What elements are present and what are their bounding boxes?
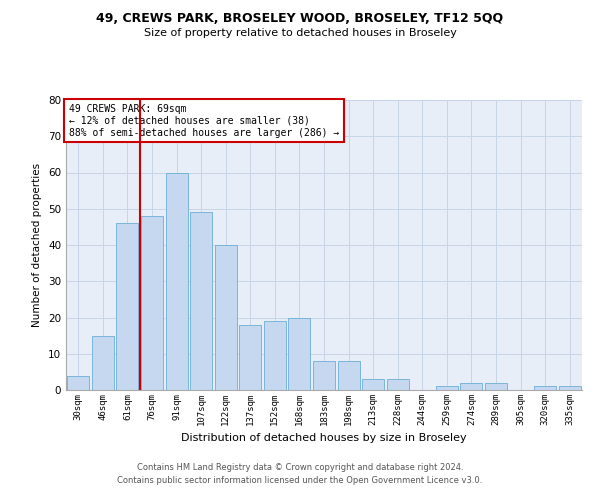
Bar xyxy=(166,172,188,390)
Bar xyxy=(67,376,89,390)
Bar xyxy=(215,245,237,390)
Bar xyxy=(485,383,507,390)
Bar xyxy=(436,386,458,390)
Text: 49 CREWS PARK: 69sqm
← 12% of detached houses are smaller (38)
88% of semi-detac: 49 CREWS PARK: 69sqm ← 12% of detached h… xyxy=(68,104,339,138)
Text: Size of property relative to detached houses in Broseley: Size of property relative to detached ho… xyxy=(143,28,457,38)
Bar xyxy=(264,321,286,390)
Bar xyxy=(116,223,139,390)
Bar xyxy=(559,386,581,390)
Bar xyxy=(141,216,163,390)
Text: 49, CREWS PARK, BROSELEY WOOD, BROSELEY, TF12 5QQ: 49, CREWS PARK, BROSELEY WOOD, BROSELEY,… xyxy=(97,12,503,26)
Bar xyxy=(534,386,556,390)
Bar xyxy=(190,212,212,390)
X-axis label: Distribution of detached houses by size in Broseley: Distribution of detached houses by size … xyxy=(181,434,467,444)
Bar xyxy=(239,325,262,390)
Bar xyxy=(460,383,482,390)
Text: Contains public sector information licensed under the Open Government Licence v3: Contains public sector information licen… xyxy=(118,476,482,485)
Bar xyxy=(386,379,409,390)
Bar xyxy=(289,318,310,390)
Bar xyxy=(313,361,335,390)
Bar xyxy=(338,361,359,390)
Text: Contains HM Land Registry data © Crown copyright and database right 2024.: Contains HM Land Registry data © Crown c… xyxy=(137,464,463,472)
Bar xyxy=(92,336,114,390)
Y-axis label: Number of detached properties: Number of detached properties xyxy=(32,163,43,327)
Bar xyxy=(362,379,384,390)
